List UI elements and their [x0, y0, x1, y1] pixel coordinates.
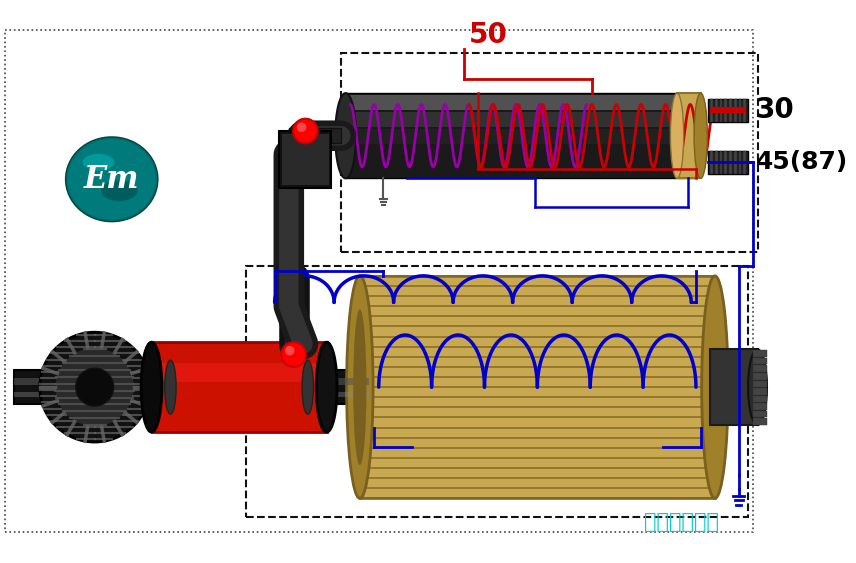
Text: 30: 30: [756, 96, 794, 124]
Bar: [729, 151, 732, 173]
Circle shape: [55, 347, 134, 427]
Bar: [677, 93, 701, 178]
Bar: [739, 151, 741, 173]
Bar: [247, 266, 748, 517]
Bar: [710, 349, 758, 425]
Bar: [743, 99, 746, 122]
Bar: [752, 373, 767, 379]
Text: 45(87): 45(87): [756, 150, 848, 174]
Bar: [288, 128, 341, 144]
Text: 50: 50: [469, 21, 508, 48]
Bar: [752, 396, 767, 403]
Ellipse shape: [302, 360, 313, 414]
Bar: [346, 129, 696, 144]
Bar: [752, 403, 767, 410]
Ellipse shape: [66, 137, 158, 221]
Bar: [15, 378, 369, 385]
Bar: [341, 53, 758, 252]
Bar: [710, 99, 713, 122]
Circle shape: [293, 119, 318, 144]
Bar: [346, 93, 696, 178]
Bar: [752, 381, 767, 387]
Bar: [708, 151, 748, 173]
Ellipse shape: [336, 93, 356, 178]
Bar: [360, 276, 715, 498]
Ellipse shape: [702, 276, 728, 498]
Bar: [724, 99, 728, 122]
Bar: [729, 99, 732, 122]
Bar: [752, 418, 767, 425]
Bar: [752, 388, 767, 395]
Bar: [715, 151, 717, 173]
Ellipse shape: [694, 93, 707, 178]
Ellipse shape: [316, 342, 337, 432]
Bar: [724, 151, 728, 173]
Ellipse shape: [748, 349, 767, 425]
Bar: [734, 99, 737, 122]
Bar: [715, 99, 717, 122]
Ellipse shape: [141, 342, 162, 432]
Text: Em: Em: [84, 164, 140, 195]
Bar: [752, 411, 767, 417]
Circle shape: [75, 368, 114, 406]
Bar: [752, 358, 767, 364]
Circle shape: [285, 346, 294, 355]
Bar: [346, 112, 696, 127]
Circle shape: [282, 342, 306, 367]
Bar: [279, 131, 331, 188]
Ellipse shape: [347, 276, 373, 498]
Ellipse shape: [164, 360, 176, 414]
Ellipse shape: [66, 137, 158, 221]
Bar: [346, 95, 696, 110]
Text: 彩虹网址导航: 彩虹网址导航: [645, 512, 719, 531]
Bar: [720, 99, 722, 122]
Circle shape: [39, 332, 150, 442]
Ellipse shape: [670, 93, 684, 178]
Bar: [710, 108, 746, 113]
Bar: [152, 364, 327, 382]
Ellipse shape: [354, 309, 366, 465]
Bar: [720, 151, 722, 173]
Bar: [708, 99, 748, 122]
Bar: [743, 151, 746, 173]
Ellipse shape: [101, 180, 138, 201]
Bar: [152, 342, 327, 432]
Bar: [15, 370, 369, 404]
Bar: [710, 151, 713, 173]
Bar: [282, 134, 329, 185]
Bar: [734, 151, 737, 173]
Bar: [15, 392, 369, 396]
Bar: [752, 350, 767, 357]
Bar: [739, 99, 741, 122]
Ellipse shape: [82, 154, 115, 171]
Bar: [752, 365, 767, 372]
Circle shape: [297, 123, 306, 132]
